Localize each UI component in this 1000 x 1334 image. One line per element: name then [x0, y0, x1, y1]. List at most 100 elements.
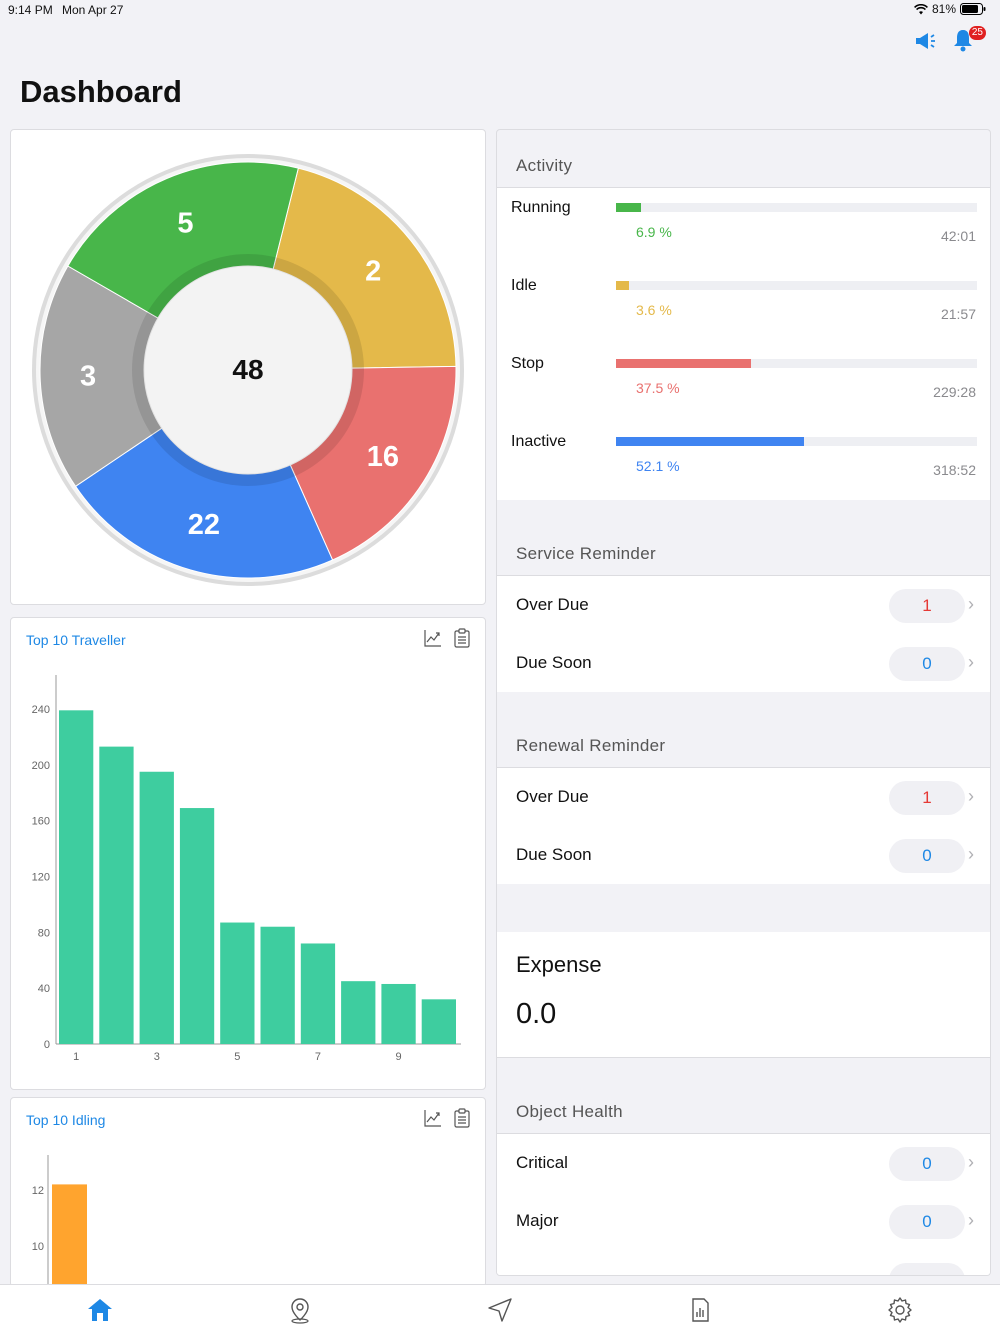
- activity-list: Running 6.9 % 42:01 Idle 3.6 % 21:57 Sto…: [497, 188, 990, 500]
- y-tick-label: 240: [32, 704, 50, 716]
- health-next-row[interactable]: [497, 1250, 990, 1275]
- activity-header: Activity: [497, 130, 990, 188]
- health-major-row[interactable]: Major 0 ›: [497, 1192, 990, 1250]
- row-label: Due Soon: [516, 845, 592, 864]
- row-label: Major: [516, 1211, 559, 1230]
- activity-progress-fill: [616, 281, 629, 290]
- gear-icon: [888, 1296, 912, 1323]
- expense-value: 0.0: [516, 998, 557, 1030]
- pie-slice-label: 3: [80, 361, 96, 393]
- line-chart-icon[interactable]: [423, 1108, 443, 1128]
- bar[interactable]: [99, 746, 134, 1044]
- tab-map[interactable]: [200, 1285, 400, 1334]
- service-over-due-count[interactable]: 1: [889, 589, 965, 623]
- activity-progress-fill: [616, 437, 805, 446]
- clipboard-icon[interactable]: [453, 628, 471, 648]
- activity-progress-track: [616, 359, 977, 368]
- bar[interactable]: [59, 710, 94, 1044]
- row-label: Over Due: [516, 787, 589, 806]
- row-label: Due Soon: [516, 653, 592, 672]
- y-tick-label: 12: [32, 1185, 44, 1197]
- expense-panel: Expense 0.0: [497, 932, 990, 1058]
- navigation-arrow-icon: [488, 1297, 512, 1322]
- service-over-due-row[interactable]: Over Due 1 ›: [497, 576, 990, 634]
- spacer: [497, 1058, 990, 1076]
- health-major-count[interactable]: 0: [889, 1205, 965, 1239]
- x-tick-label: 5: [234, 1051, 240, 1063]
- bar[interactable]: [139, 771, 174, 1044]
- y-tick-label: 200: [32, 760, 50, 772]
- renewal-due-soon-row[interactable]: Due Soon 0 ›: [497, 826, 990, 884]
- bar[interactable]: [52, 1184, 87, 1287]
- renewal-reminder-header: Renewal Reminder: [497, 710, 990, 768]
- wifi-icon: [914, 3, 928, 14]
- activity-progress-fill: [616, 359, 752, 368]
- spacer: [497, 692, 990, 710]
- chevron-right-icon: ›: [968, 1152, 974, 1172]
- bar[interactable]: [381, 983, 416, 1044]
- top-idling-tools: [423, 1108, 471, 1128]
- tab-reports[interactable]: [600, 1285, 800, 1334]
- activity-percent: 52.1 %: [636, 458, 680, 474]
- renewal-over-due-row[interactable]: Over Due 1 ›: [497, 768, 990, 826]
- renewal-due-soon-count[interactable]: 0: [889, 839, 965, 873]
- home-icon: [88, 1298, 112, 1321]
- bar[interactable]: [421, 999, 456, 1044]
- object-health-list: Critical 0 › Major 0 ›: [497, 1134, 990, 1275]
- header-actions: 25: [914, 26, 986, 54]
- status-date: Mon Apr 27: [62, 3, 124, 17]
- x-tick-label: 1: [73, 1051, 79, 1063]
- status-right: 81%: [914, 2, 986, 16]
- top-idling-chart: 10 12: [32, 1155, 87, 1287]
- tab-home[interactable]: [0, 1285, 200, 1334]
- right-panel[interactable]: Activity Running 6.9 % 42:01 Idle 3.6 % …: [496, 129, 991, 1276]
- object-health-header: Object Health: [497, 1076, 990, 1134]
- pie-slice-label: 22: [188, 509, 220, 541]
- activity-progress-fill: [616, 203, 641, 212]
- bar[interactable]: [260, 926, 295, 1044]
- activity-label: Running: [511, 199, 571, 216]
- top-traveller-chart: 0 40 80 120 160 200 240 1 3 5 7 9: [32, 675, 461, 1063]
- y-tick-label: 10: [32, 1241, 44, 1253]
- tab-navigation[interactable]: [400, 1285, 600, 1334]
- renewal-over-due-count[interactable]: 1: [889, 781, 965, 815]
- bar[interactable]: [300, 943, 336, 1044]
- tab-bar: [0, 1284, 1000, 1334]
- x-tick-label: 7: [315, 1051, 321, 1063]
- activity-percent: 37.5 %: [636, 380, 680, 396]
- activity-row-idle: Idle 3.6 % 21:57: [497, 266, 990, 344]
- spacer: [497, 884, 990, 932]
- chevron-right-icon: ›: [968, 786, 974, 806]
- health-critical-row[interactable]: Critical 0 ›: [497, 1134, 990, 1192]
- notification-button[interactable]: 25: [952, 26, 986, 54]
- status-bar: 9:14 PM Mon Apr 27 81%: [0, 0, 1000, 22]
- service-due-soon-row[interactable]: Due Soon 0 ›: [497, 634, 990, 692]
- tab-settings[interactable]: [800, 1285, 1000, 1334]
- activity-progress-track: [616, 281, 977, 290]
- activity-row-stop: Stop 37.5 % 229:28: [497, 344, 990, 422]
- activity-label: Stop: [511, 355, 544, 372]
- service-due-soon-count[interactable]: 0: [889, 647, 965, 681]
- page-title: Dashboard: [20, 74, 182, 109]
- pie-slice-label: 16: [367, 441, 399, 473]
- megaphone-icon[interactable]: [914, 31, 936, 51]
- clipboard-icon[interactable]: [453, 1108, 471, 1128]
- health-critical-count[interactable]: 0: [889, 1147, 965, 1181]
- top-idling-title: Top 10 Idling: [26, 1112, 106, 1128]
- top-traveller-card: 0 40 80 120 160 200 240 1 3 5 7 9 Top 10 Traveller: [10, 617, 486, 1090]
- y-tick-label: 80: [38, 927, 50, 939]
- bar[interactable]: [341, 981, 376, 1044]
- bar[interactable]: [220, 922, 255, 1044]
- line-chart-icon[interactable]: [423, 628, 443, 648]
- pie-slice-label: 5: [177, 208, 193, 240]
- report-icon: [692, 1297, 709, 1322]
- y-tick-label: 120: [32, 871, 50, 883]
- health-next-count[interactable]: [889, 1263, 965, 1275]
- vehicle-status-pie[interactable]: 48 2 16 22 3 5: [11, 130, 487, 606]
- activity-progress-track: [616, 203, 977, 212]
- bar[interactable]: [179, 808, 215, 1044]
- pie-total: 48: [232, 354, 263, 385]
- expense-title: Expense: [516, 952, 602, 977]
- row-label: Critical: [516, 1153, 568, 1172]
- battery-icon: [960, 3, 986, 15]
